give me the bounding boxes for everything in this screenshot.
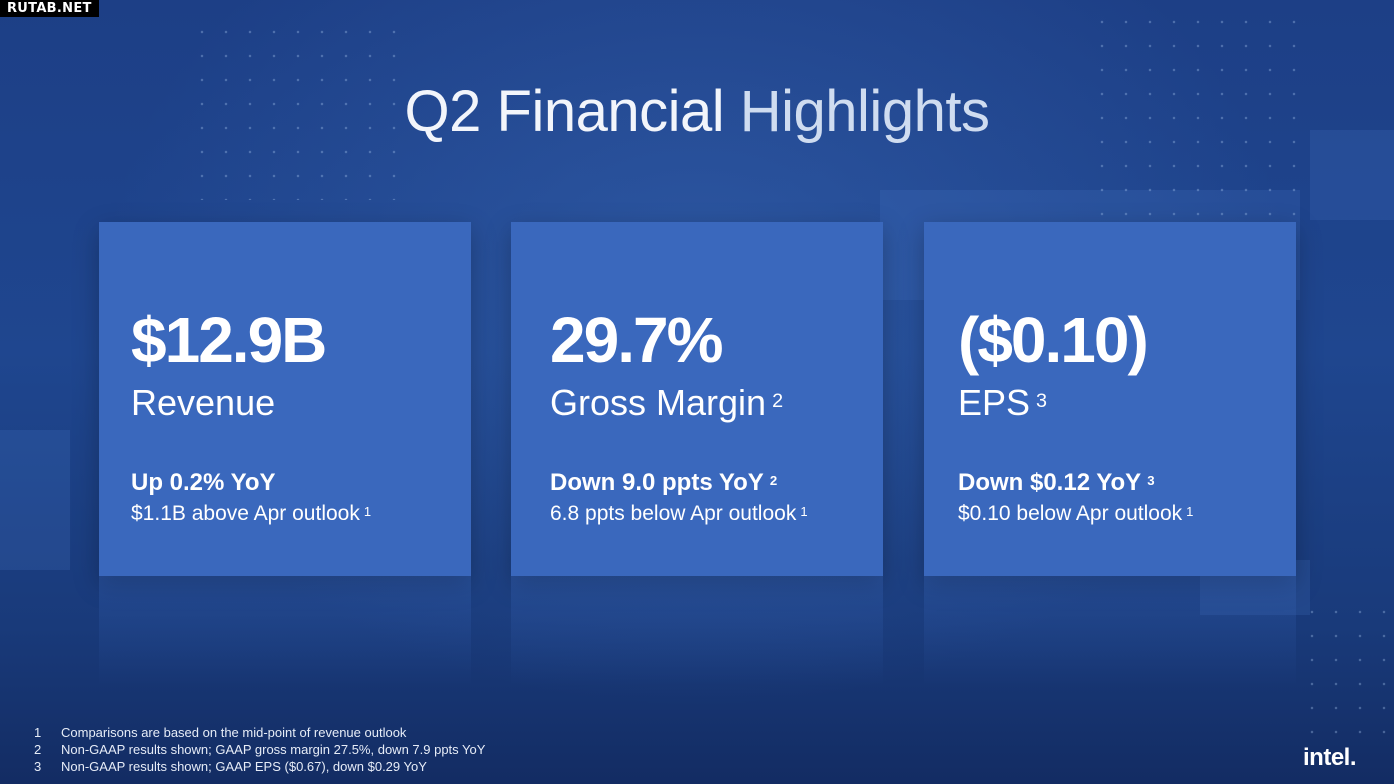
revenue-yoy-text: Up 0.2% YoY bbox=[131, 469, 276, 496]
eps-yoy-note: 3 bbox=[1147, 473, 1155, 488]
title-part2: Highlights bbox=[739, 79, 990, 144]
watermark: RUTAB.NET bbox=[0, 0, 99, 17]
gross-margin-outlook-note: 1 bbox=[800, 504, 808, 519]
gross-margin-card: 29.7% Gross Margin 2 Down 9.0 ppts YoY 2 6… bbox=[511, 222, 883, 686]
revenue-outlook-text: $1.1B above Apr outlook bbox=[131, 502, 360, 525]
revenue-value: $12.9B bbox=[131, 304, 327, 376]
gross-margin-value: 29.7% bbox=[550, 304, 723, 376]
background-dots bbox=[1090, 10, 1300, 220]
revenue-outlook: $1.1B above Apr outlook 1 bbox=[131, 500, 371, 528]
background-block bbox=[0, 430, 70, 570]
eps-yoy-text: Down $0.12 YoY bbox=[958, 469, 1142, 496]
footnote-2: 2 Non-GAAP results shown; GAAP gross marg… bbox=[34, 741, 485, 758]
eps-label-text: EPS bbox=[958, 382, 1031, 423]
intel-logo: intel. bbox=[1303, 744, 1357, 771]
gross-margin-label-note: 2 bbox=[772, 390, 784, 412]
card-reflection bbox=[924, 576, 1296, 686]
background-block bbox=[1310, 130, 1394, 220]
footnote-text: Comparisons are based on the mid-point o… bbox=[61, 725, 407, 740]
background-dots bbox=[1300, 600, 1390, 750]
footnote-number: 3 bbox=[34, 759, 42, 774]
gross-margin-label-text: Gross Margin bbox=[550, 382, 767, 423]
revenue-label-text: Revenue bbox=[131, 382, 276, 423]
footnote-number: 2 bbox=[34, 742, 42, 757]
footnote-text: Non-GAAP results shown; GAAP EPS ($0.67)… bbox=[61, 759, 427, 774]
eps-value: ($0.10) bbox=[958, 304, 1149, 376]
revenue-card: $12.9B Revenue Up 0.2% YoY $1.1B above A… bbox=[99, 222, 471, 686]
slide-title: Q2 Financial Highlights bbox=[0, 78, 1394, 145]
revenue-outlook-note: 1 bbox=[363, 504, 372, 519]
eps-label: EPS 3 bbox=[958, 380, 1047, 426]
gross-margin-outlook-text: 6.8 ppts below Apr outlook bbox=[550, 502, 797, 525]
gross-margin-label: Gross Margin 2 bbox=[550, 380, 783, 426]
eps-outlook: $0.10 below Apr outlook 1 bbox=[958, 500, 1193, 528]
gross-margin-yoy: Down 9.0 ppts YoY 2 bbox=[550, 468, 777, 498]
background-dots bbox=[190, 20, 410, 200]
footnote-1: 1 Comparisons are based on the mid-point … bbox=[34, 724, 485, 741]
gross-margin-yoy-text: Down 9.0 ppts YoY bbox=[550, 469, 764, 496]
footnote-3: 3 Non-GAAP results shown; GAAP EPS ($0.67… bbox=[34, 758, 485, 775]
revenue-label: Revenue bbox=[131, 380, 275, 426]
card-reflection bbox=[99, 576, 471, 686]
footnote-number: 1 bbox=[34, 725, 42, 740]
card-reflection bbox=[511, 576, 883, 686]
eps-outlook-note: 1 bbox=[1186, 504, 1194, 519]
footnote-text: Non-GAAP results shown; GAAP gross margi… bbox=[61, 742, 486, 757]
eps-card: ($0.10) EPS 3 Down $0.12 YoY 3 $0.10 below… bbox=[924, 222, 1296, 686]
eps-label-note: 3 bbox=[1036, 390, 1048, 412]
revenue-yoy: Up 0.2% YoY bbox=[131, 468, 276, 498]
gross-margin-outlook: 6.8 ppts below Apr outlook 1 bbox=[550, 500, 808, 528]
eps-yoy: Down $0.12 YoY 3 bbox=[958, 468, 1155, 498]
title-part1: Q2 Financial bbox=[404, 79, 740, 144]
eps-outlook-text: $0.10 below Apr outlook bbox=[958, 502, 1183, 525]
gross-margin-yoy-note: 2 bbox=[769, 473, 778, 488]
footnotes: 1 Comparisons are based on the mid-point … bbox=[34, 724, 485, 775]
